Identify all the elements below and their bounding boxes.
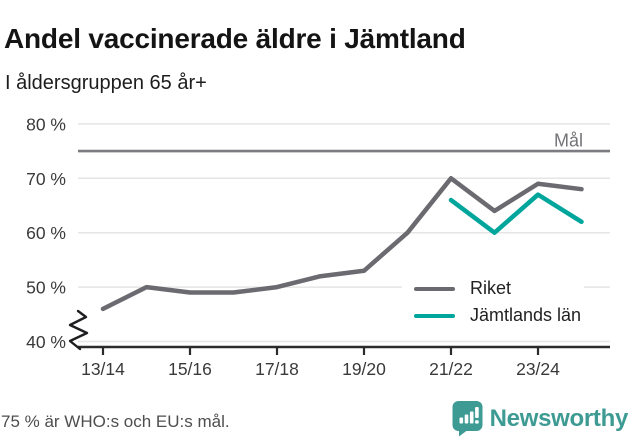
legend-label: Riket xyxy=(470,278,512,298)
x-tick-label: 21/22 xyxy=(429,359,473,379)
x-tick-label: 15/16 xyxy=(168,359,212,379)
x-tick-label: 17/18 xyxy=(255,359,299,379)
legend-item-jamtland: Jämtlands län xyxy=(402,305,584,326)
line-chart: 40 % 50 % 60 % 70 % 80 % Mål 13/14 15/16 17/18… xyxy=(26,114,610,379)
axis-break-icon xyxy=(68,309,89,351)
legend-label: Jämtlands län xyxy=(470,305,582,325)
y-tick-label: 40 % xyxy=(26,332,66,352)
y-tick-label: 60 % xyxy=(26,223,66,243)
legend: Riket Jämtlands län xyxy=(402,272,584,332)
footnote: 75 % är WHO:s och EU:s mål. xyxy=(1,412,230,431)
data-series xyxy=(100,176,584,312)
y-tick-label: 80 % xyxy=(26,114,66,134)
legend-item-riket: Riket xyxy=(402,278,584,299)
x-tick-label: 23/24 xyxy=(516,359,560,379)
brand-name: Newsworthy xyxy=(489,404,629,432)
x-tick-label: 13/14 xyxy=(81,359,125,379)
series-line-riket xyxy=(100,176,584,312)
jamtland-line-swatch xyxy=(414,313,455,318)
newsworthy-icon xyxy=(452,401,483,437)
target-line-group: Mål xyxy=(78,131,610,153)
x-tick-label: 19/20 xyxy=(342,359,386,379)
riket-line-swatch xyxy=(414,286,455,291)
y-tick-label: 50 % xyxy=(26,278,66,298)
y-tick-label: 70 % xyxy=(26,169,66,189)
chart-subtitle: I åldersgruppen 65 år+ xyxy=(5,72,207,94)
y-axis-labels: 40 % 50 % 60 % 70 % 80 % xyxy=(26,114,66,352)
x-axis: 13/14 15/16 17/18 19/20 21/22 23/24 xyxy=(78,345,610,379)
chart-title: Andel vaccinerade äldre i Jämtland xyxy=(4,22,466,54)
target-label: Mål xyxy=(554,131,583,151)
series-line-j-mtlands-l-n xyxy=(448,192,584,235)
newsworthy-logo[interactable]: Newsworthy xyxy=(452,400,628,437)
